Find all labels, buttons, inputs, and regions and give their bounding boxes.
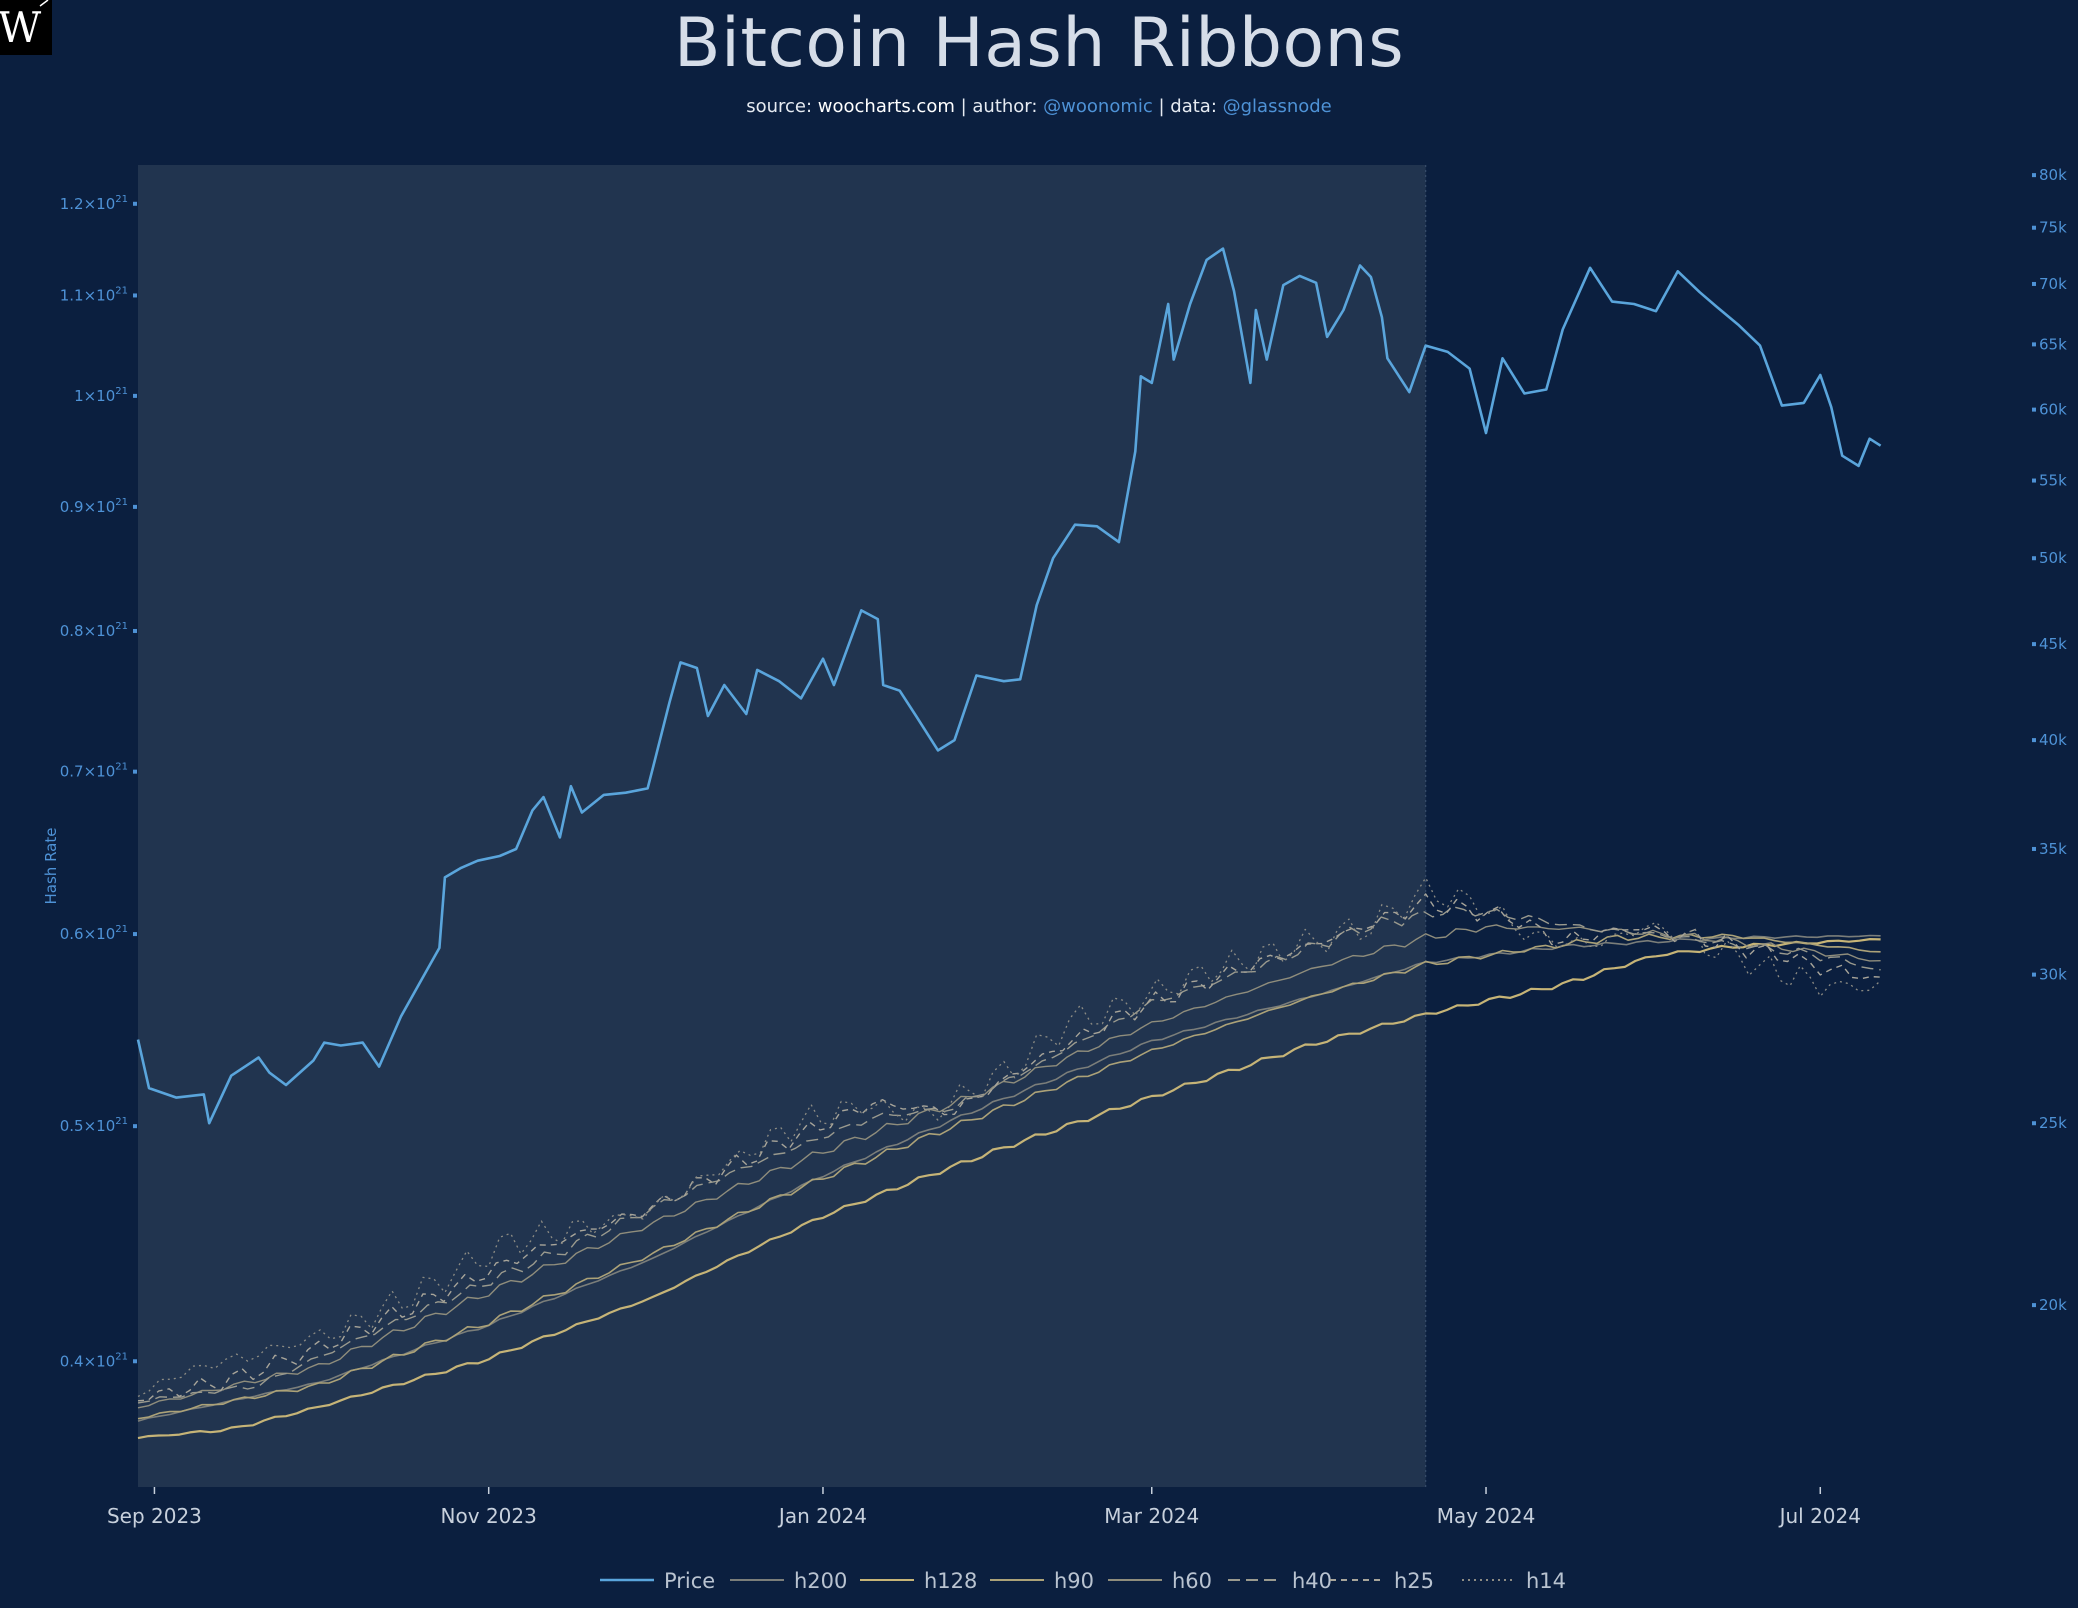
woocharts-logo-icon: W	[0, 0, 52, 55]
chart-subtitle: source: woocharts.com | author: @woonomi…	[0, 96, 2078, 117]
author-link[interactable]: @woonomic	[1043, 96, 1153, 117]
legend-label-h14: h14	[1526, 1569, 1566, 1593]
left-tick-label: 0.4×1021	[60, 1351, 128, 1370]
svg-text:W: W	[0, 3, 42, 52]
left-tick-mark	[133, 201, 137, 206]
legend-label-h90: h90	[1054, 1569, 1094, 1593]
right-tick-label: 30k	[2039, 966, 2067, 984]
right-tick-mark	[2032, 225, 2036, 230]
right-tick-mark	[2032, 478, 2036, 483]
right-tick-label: 40k	[2039, 731, 2067, 749]
right-tick-mark	[2032, 281, 2036, 286]
data-source-link[interactable]: @glassnode	[1222, 96, 1332, 117]
left-tick-mark	[133, 504, 137, 509]
legend-label-price: Price	[664, 1569, 715, 1593]
right-tick-mark	[2032, 1121, 2036, 1126]
series-line-h14	[137, 877, 1882, 1397]
left-tick-mark	[133, 628, 137, 633]
series-line-h90	[137, 933, 1881, 1420]
right-tick-mark	[2032, 642, 2036, 647]
left-tick-label: 1.1×1021	[60, 285, 128, 304]
right-tick-mark	[2032, 556, 2036, 561]
legend-label-h60: h60	[1172, 1569, 1212, 1593]
data-label: | data:	[1152, 96, 1223, 117]
x-tick-label: Jan 2024	[777, 1504, 867, 1528]
right-tick-label: 45k	[2039, 635, 2067, 653]
left-tick-mark	[133, 393, 137, 398]
legend-label-h25: h25	[1394, 1569, 1434, 1593]
left-tick-label: 0.7×1021	[60, 762, 128, 781]
right-tick-label: 50k	[2039, 549, 2067, 567]
right-tick-mark	[2032, 738, 2036, 743]
author-label: | author:	[954, 96, 1044, 117]
x-tick-label: Nov 2023	[441, 1504, 537, 1528]
right-tick-label: 55k	[2039, 472, 2067, 490]
legend-label-h40: h40	[1292, 1569, 1332, 1593]
right-tick-label: 20k	[2039, 1296, 2067, 1314]
x-tick-label: Sep 2023	[107, 1504, 202, 1528]
right-tick-mark	[2032, 1303, 2036, 1308]
right-tick-mark	[2032, 407, 2036, 412]
right-tick-label: 25k	[2039, 1114, 2067, 1132]
left-tick-label: 0.6×1021	[60, 924, 128, 943]
right-tick-label: 60k	[2039, 401, 2067, 419]
right-tick-label: 80k	[2039, 166, 2067, 184]
source-label: source:	[746, 96, 818, 117]
chart-title: Bitcoin Hash Ribbons	[673, 4, 1405, 83]
left-axis-label: Hash Rate	[42, 828, 60, 905]
w-logo-glyph-icon: W	[0, 0, 49, 52]
legend-label-h200: h200	[794, 1569, 847, 1593]
series-line-h128	[137, 938, 1881, 1440]
left-tick-label: 0.5×1021	[60, 1116, 128, 1135]
right-tick-label: 65k	[2039, 335, 2067, 353]
shaded-region	[138, 165, 1426, 1487]
left-tick-mark	[133, 1124, 137, 1129]
right-tick-label: 70k	[2039, 275, 2067, 293]
right-tick-mark	[2032, 846, 2036, 851]
right-tick-label: 75k	[2039, 219, 2067, 237]
left-tick-mark	[133, 932, 137, 937]
series-line-h40	[137, 906, 1881, 1404]
left-tick-mark	[133, 1359, 137, 1364]
series-line-price	[136, 247, 1882, 1125]
left-tick-mark	[133, 293, 137, 298]
right-tick-mark	[2032, 342, 2036, 347]
right-tick-label: 35k	[2039, 840, 2067, 858]
series-line-h25	[137, 893, 1881, 1402]
left-tick-label: 0.8×1021	[60, 621, 128, 640]
right-tick-mark	[2032, 173, 2036, 178]
left-tick-label: 1×1021	[74, 386, 128, 405]
x-tick-label: Jul 2024	[1778, 1504, 1861, 1528]
left-tick-label: 1.2×1021	[60, 194, 128, 213]
series-line-h60	[137, 924, 1881, 1409]
legend-label-h128: h128	[924, 1569, 977, 1593]
left-tick-label: 0.9×1021	[60, 497, 128, 516]
x-tick-label: May 2024	[1437, 1504, 1536, 1528]
left-tick-mark	[133, 769, 137, 774]
x-tick-label: Mar 2024	[1104, 1504, 1199, 1528]
source-link[interactable]: woocharts.com	[817, 96, 955, 117]
right-tick-mark	[2032, 972, 2036, 977]
